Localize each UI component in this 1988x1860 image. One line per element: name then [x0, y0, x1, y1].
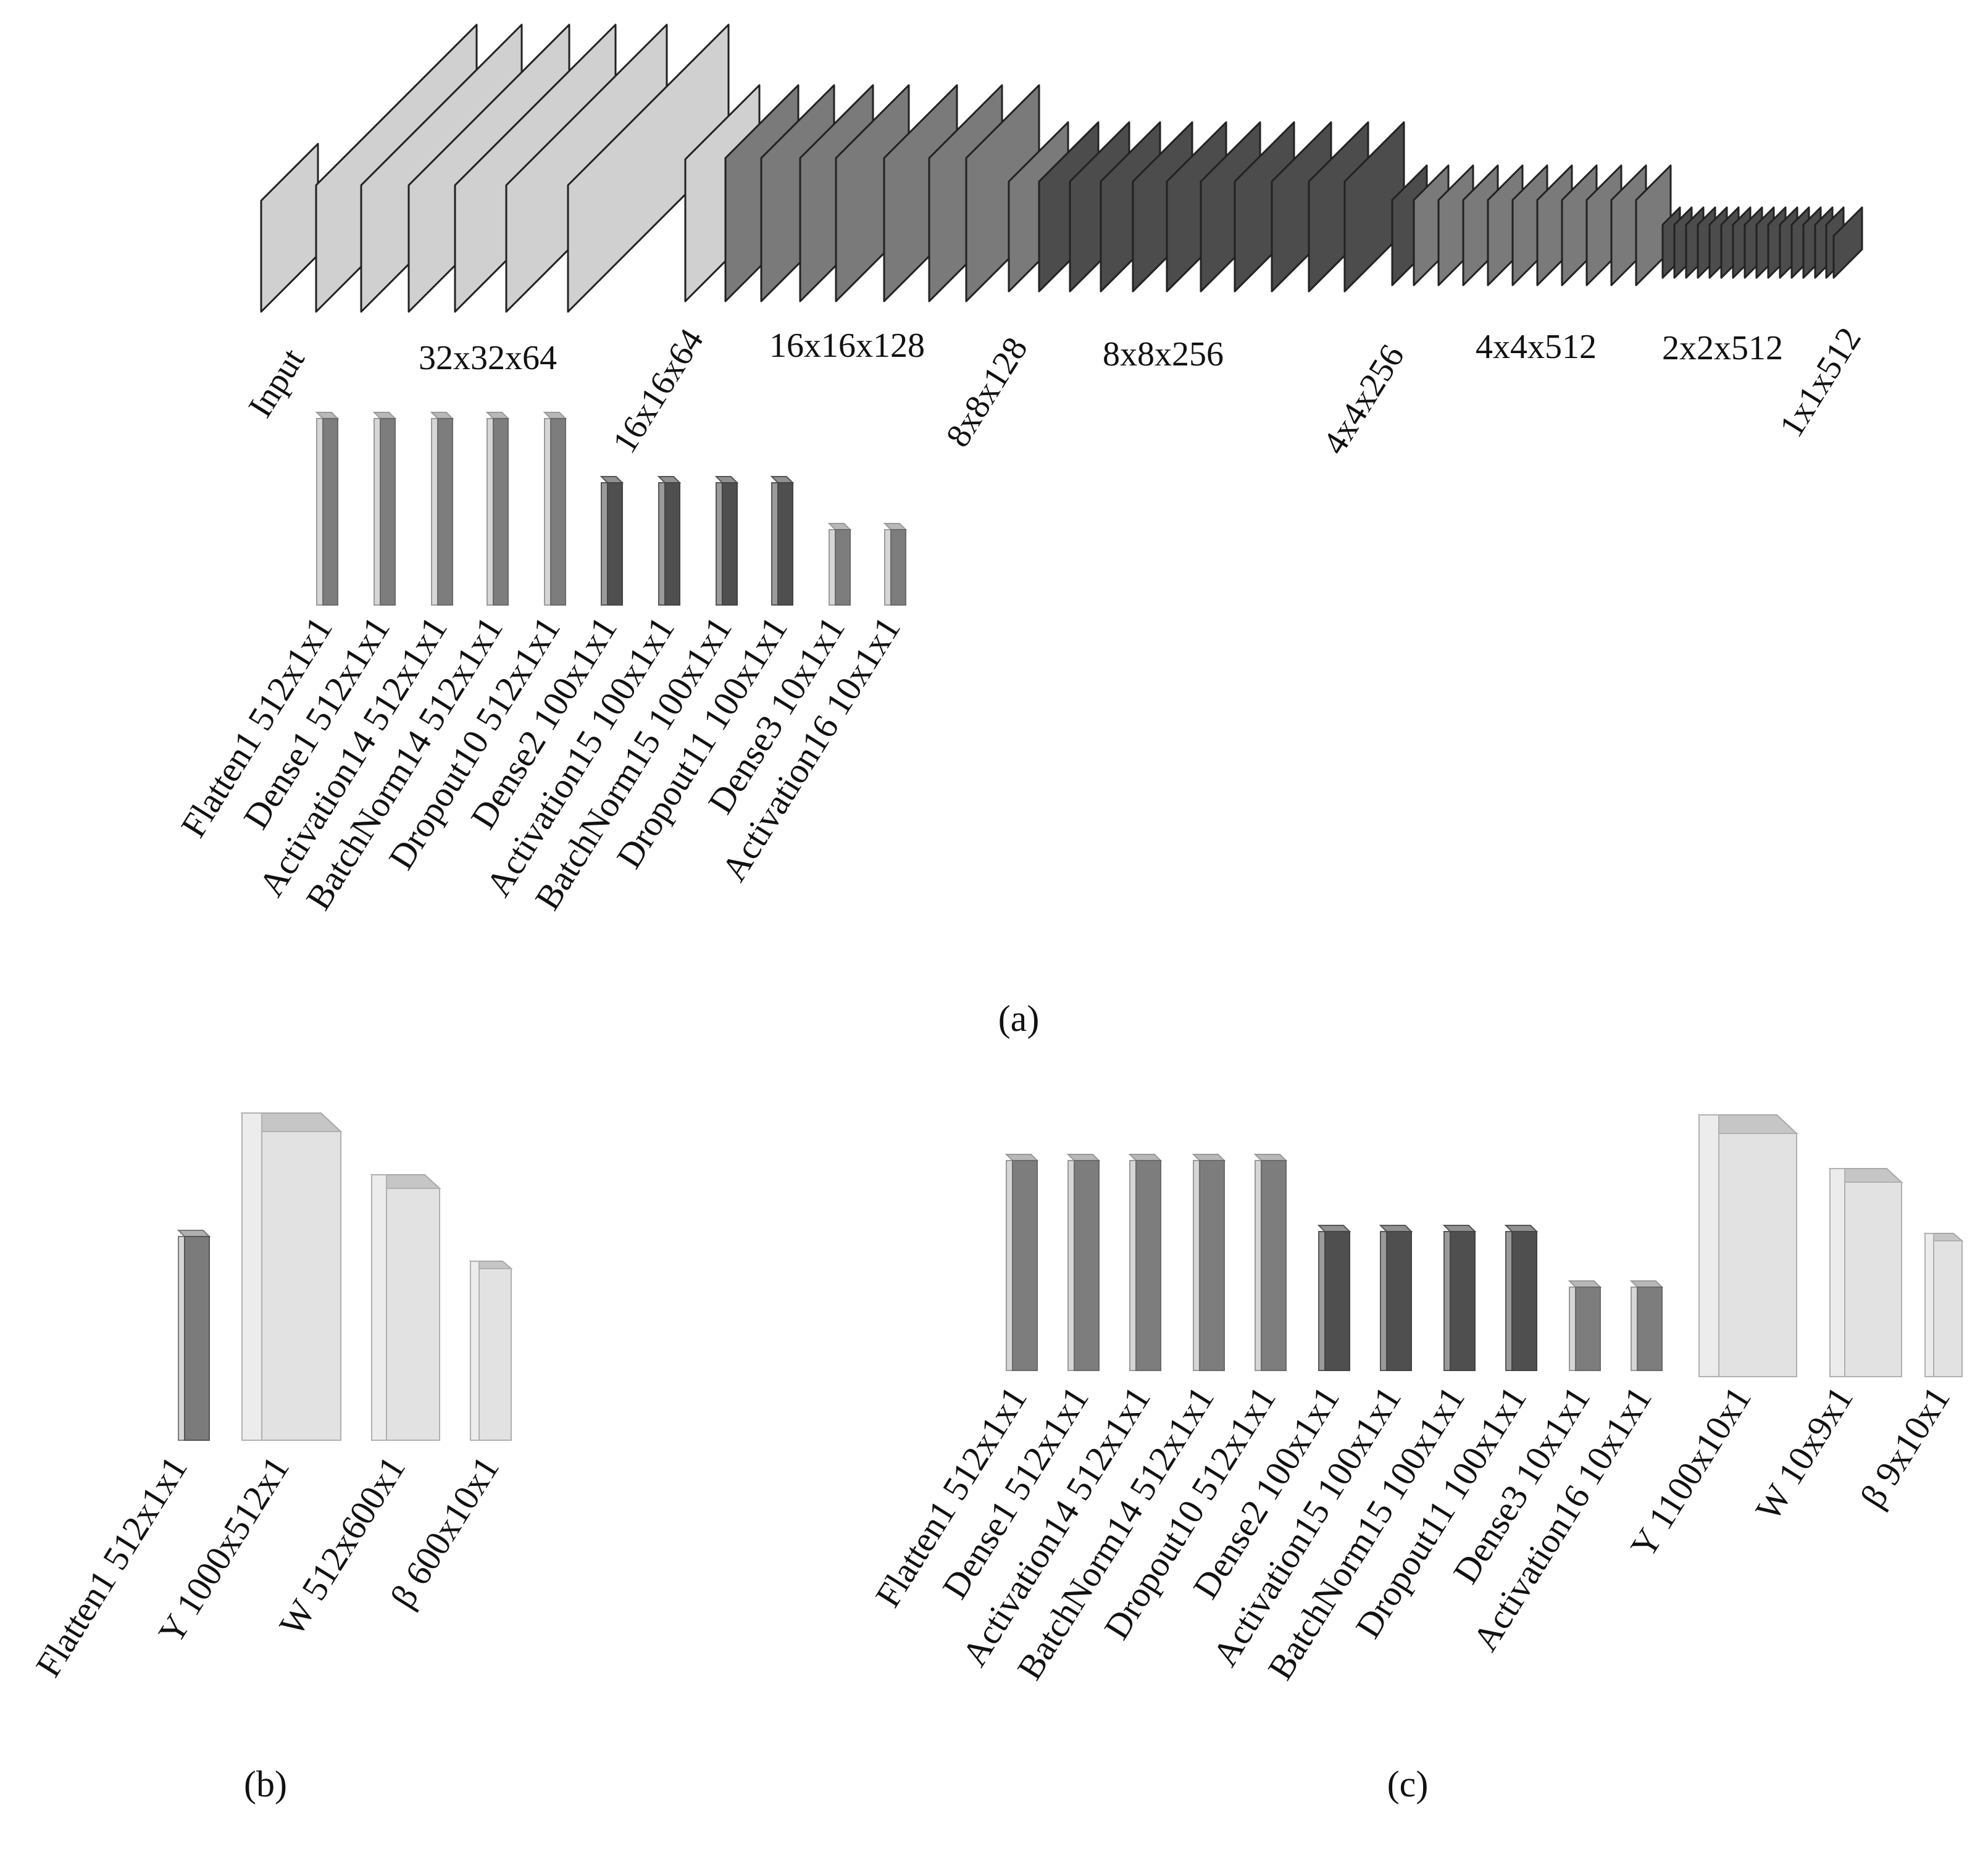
c-bar-dense1: [1066, 1154, 1101, 1371]
a-bar-flatten1: [315, 412, 340, 606]
a-bar-activation16: [883, 523, 908, 606]
label-8x8x128: 8x8x128: [938, 331, 1035, 454]
c-bar-activation14: [1128, 1154, 1163, 1371]
b-bar-w: [370, 1174, 441, 1441]
c-bar-flatten1: [1004, 1154, 1039, 1371]
c-bar-batchnorm14: [1192, 1154, 1226, 1371]
a-bar-dense2: [599, 476, 624, 606]
b-label-flatten1: Flatten1 512x1x1: [28, 1449, 195, 1683]
a-bar-batchnorm14: [485, 412, 510, 606]
label-4x4x512: 4x4x512: [1476, 328, 1597, 366]
c-bar-y: [1697, 1114, 1798, 1377]
panel-a-dense-bars: [315, 412, 908, 606]
label-2x2x512: 2x2x512: [1662, 329, 1783, 367]
c-bar-dropout11: [1504, 1225, 1539, 1371]
c-label-beta: β 9x10x1: [1852, 1379, 1958, 1514]
a-bar-activation15: [657, 476, 682, 606]
caption-b: (b): [244, 1764, 287, 1804]
a-bar-dense1: [372, 412, 397, 606]
label-16x16x128: 16x16x128: [769, 327, 925, 365]
b-bar-beta: [469, 1261, 513, 1441]
caption-a: (a): [998, 998, 1040, 1039]
conv-plane-8x8x256-9: [1343, 121, 1405, 293]
panel-c-bars: [1004, 1114, 1964, 1377]
panel-c-labels: Flatten1 512x1x1 Dense1 512x1x1 Activati…: [867, 1379, 1958, 1687]
a-bar-activation14: [430, 412, 454, 606]
label-1x1x512: 1x1x512: [1772, 321, 1868, 444]
label-32x32x64: 32x32x64: [419, 339, 557, 377]
c-label-w: W 10x9x1: [1748, 1379, 1861, 1527]
a-bar-batchnorm15: [714, 476, 739, 606]
panel-b-bars: [177, 1112, 513, 1441]
conv-plane-32x32x64-5: [567, 23, 730, 313]
a-bar-dense3: [827, 523, 852, 606]
b-bar-flatten1: [177, 1230, 211, 1441]
c-bar-activation16: [1629, 1280, 1664, 1371]
b-bar-y: [240, 1112, 343, 1441]
c-bar-dense2: [1317, 1225, 1351, 1371]
label-4x4x256: 4x4x256: [1315, 338, 1411, 461]
c-bar-batchnorm15: [1442, 1225, 1477, 1371]
c-bar-beta: [1923, 1233, 1964, 1377]
label-16x16x64: 16x16x64: [605, 322, 711, 460]
conv-layer-stack: [260, 23, 1863, 313]
c-bar-w: [1828, 1168, 1903, 1377]
label-8x8x256: 8x8x256: [1103, 335, 1224, 373]
b-label-w: W 512x600x1: [271, 1449, 413, 1643]
panel-b-labels: Flatten1 512x1x1 Y 1000x512x1 W 512x600x…: [28, 1449, 507, 1683]
a-bar-dropout10: [543, 412, 567, 606]
c-bar-dense3: [1568, 1280, 1602, 1371]
c-bar-activation15: [1379, 1225, 1413, 1371]
panel-a-dense-labels: Flatten1 512x1x1 Dense1 512x1x1 Activati…: [173, 609, 908, 917]
conv-plane-1x1x512: [1832, 206, 1863, 279]
label-input: Input: [241, 341, 312, 423]
a-bar-dropout11: [770, 476, 795, 606]
c-bar-dropout10: [1253, 1154, 1288, 1371]
conv-plane-input: [260, 143, 319, 313]
conv-labels: Input 32x32x64 16x16x64 16x16x128 8x8x12…: [241, 321, 1868, 461]
caption-c: (c): [1387, 1764, 1429, 1804]
